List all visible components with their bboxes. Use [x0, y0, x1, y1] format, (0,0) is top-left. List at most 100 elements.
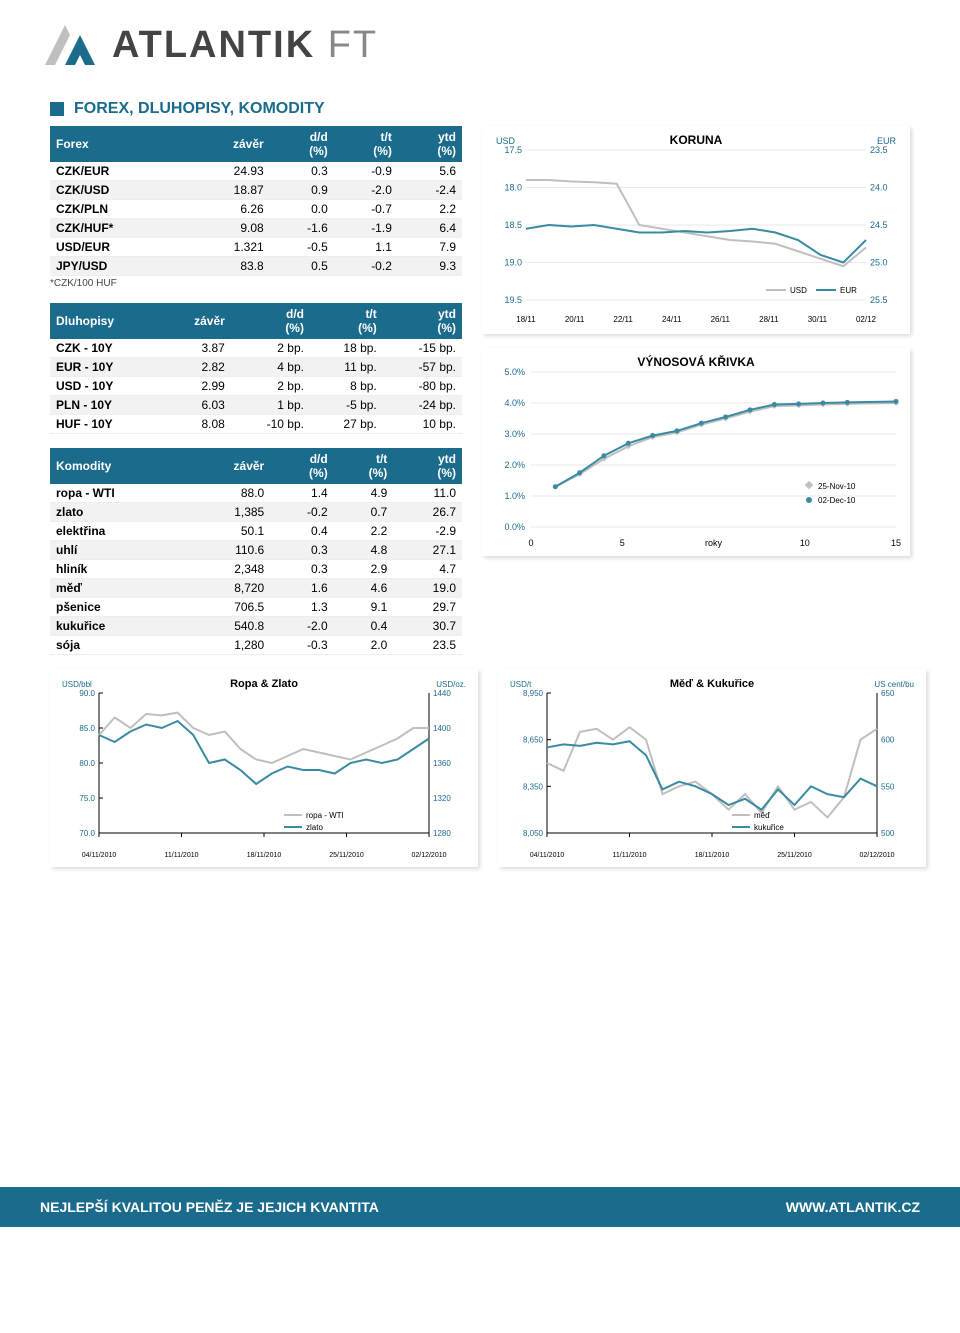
- svg-text:EUR: EUR: [840, 286, 857, 295]
- svg-text:650: 650: [881, 689, 895, 698]
- svg-text:500: 500: [881, 829, 895, 838]
- svg-text:KORUNA: KORUNA: [670, 133, 723, 147]
- svg-text:25.5: 25.5: [870, 295, 888, 305]
- svg-text:25/11/2010: 25/11/2010: [329, 852, 364, 859]
- svg-text:1.0%: 1.0%: [504, 491, 525, 501]
- svg-text:15: 15: [891, 538, 901, 548]
- svg-text:USD: USD: [790, 286, 807, 295]
- table-row: PLN - 10Y6.031 bp.-5 bp.-24 bp.: [50, 396, 462, 415]
- table-row: CZK/EUR24.930.3-0.95.6: [50, 162, 462, 181]
- table-row: měď8,7201.64.619.0: [50, 579, 462, 598]
- svg-text:18/11/2010: 18/11/2010: [247, 852, 282, 859]
- section-title: FOREX, DLUHOPISY, KOMODITY: [74, 100, 325, 118]
- svg-text:11/11/2010: 11/11/2010: [613, 852, 647, 859]
- svg-text:USD/oz.: USD/oz.: [436, 680, 466, 689]
- table-row: HUF - 10Y8.08-10 bp.27 bp.10 bp.: [50, 415, 462, 434]
- logo-icon: [40, 20, 100, 70]
- brand-suffix: FT: [328, 24, 378, 66]
- table-row: sója1,280-0.32.023.5: [50, 636, 462, 655]
- footer: NEJLEPŠÍ KVALITOU PENĚZ JE JEJICH KVANTI…: [0, 1187, 960, 1227]
- svg-text:8,350: 8,350: [523, 782, 544, 791]
- table-row: kukuřice540.8-2.00.430.7: [50, 617, 462, 636]
- forex-table: Forexzávěrd/d(%)t/t(%)ytd(%)CZK/EUR24.93…: [50, 126, 462, 276]
- svg-text:02-Dec-10: 02-Dec-10: [818, 496, 856, 505]
- svg-text:5.0%: 5.0%: [504, 367, 525, 377]
- svg-text:1440: 1440: [433, 689, 451, 698]
- table-row: uhlí110.60.34.827.1: [50, 541, 462, 560]
- section-title-row: FOREX, DLUHOPISY, KOMODITY: [0, 80, 960, 126]
- svg-text:roky: roky: [705, 538, 723, 548]
- table-row: CZK/HUF*9.08-1.6-1.96.4: [50, 219, 462, 238]
- svg-text:USD/t: USD/t: [510, 680, 532, 689]
- table-row: elektřina50.10.42.2-2.9: [50, 522, 462, 541]
- oil-gold-chart: Ropa & ZlatoUSD/bblUSD/oz.70.075.080.085…: [50, 669, 478, 867]
- table-row: hliník2,3480.32.94.7: [50, 560, 462, 579]
- svg-text:11/11/2010: 11/11/2010: [165, 852, 199, 859]
- svg-text:1400: 1400: [433, 724, 451, 733]
- bonds-table: Dluhopisyzávěrd/d(%)t/t(%)ytd(%)CZK - 10…: [50, 303, 462, 434]
- svg-text:8,650: 8,650: [523, 736, 544, 745]
- header: ATLANTIK FT: [0, 0, 960, 80]
- svg-text:ropa - WTI: ropa - WTI: [306, 811, 344, 820]
- table-row: CZK - 10Y3.872 bp.18 bp.-15 bp.: [50, 339, 462, 358]
- svg-text:28/11: 28/11: [759, 315, 779, 324]
- svg-text:25.0: 25.0: [870, 258, 888, 268]
- koruna-chart: KORUNAUSDEUR17.518.018.519.019.523.524.0…: [482, 126, 910, 334]
- svg-text:18/11/2010: 18/11/2010: [695, 852, 730, 859]
- svg-text:1280: 1280: [433, 829, 451, 838]
- svg-text:24.5: 24.5: [870, 220, 888, 230]
- copper-corn-chart: Měď & KukuřiceUSD/tUS cent/bu8,0508,3508…: [498, 669, 926, 867]
- logo-text: ATLANTIK FT: [112, 24, 378, 67]
- svg-text:19.5: 19.5: [504, 295, 522, 305]
- table-row: pšenice706.51.39.129.7: [50, 598, 462, 617]
- svg-text:8,050: 8,050: [523, 829, 544, 838]
- svg-text:19.0: 19.0: [504, 258, 522, 268]
- svg-text:3.0%: 3.0%: [504, 429, 525, 439]
- right-column: KORUNAUSDEUR17.518.018.519.019.523.524.0…: [482, 126, 910, 655]
- table-row: JPY/USD83.80.5-0.29.3: [50, 257, 462, 276]
- svg-text:8,950: 8,950: [523, 689, 544, 698]
- svg-text:5: 5: [620, 538, 625, 548]
- svg-text:30/11: 30/11: [808, 315, 828, 324]
- svg-text:20/11: 20/11: [565, 315, 585, 324]
- svg-text:80.0: 80.0: [79, 759, 95, 768]
- table-row: USD - 10Y2.992 bp.8 bp.-80 bp.: [50, 377, 462, 396]
- svg-text:kukuřice: kukuřice: [754, 823, 784, 832]
- svg-text:0: 0: [528, 538, 533, 548]
- svg-text:zlato: zlato: [306, 823, 323, 832]
- svg-text:VÝNOSOVÁ KŘIVKA: VÝNOSOVÁ KŘIVKA: [637, 354, 755, 369]
- svg-text:USD/bbl: USD/bbl: [62, 680, 92, 689]
- svg-text:18.5: 18.5: [504, 220, 522, 230]
- svg-text:Ropa & Zlato: Ropa & Zlato: [230, 678, 298, 690]
- square-bullet-icon: [50, 102, 64, 116]
- svg-text:měď: měď: [754, 811, 770, 820]
- svg-text:25/11/2010: 25/11/2010: [777, 852, 812, 859]
- svg-text:24/11: 24/11: [662, 315, 682, 324]
- svg-text:22/11: 22/11: [613, 315, 633, 324]
- svg-text:23.5: 23.5: [870, 145, 888, 155]
- svg-text:04/11/2010: 04/11/2010: [82, 852, 117, 859]
- svg-text:Měď & Kukuřice: Měď & Kukuřice: [670, 678, 754, 690]
- svg-text:02/12/2010: 02/12/2010: [411, 852, 446, 859]
- svg-text:0.0%: 0.0%: [504, 522, 525, 532]
- svg-text:04/11/2010: 04/11/2010: [530, 852, 565, 859]
- svg-text:1320: 1320: [433, 794, 451, 803]
- svg-text:90.0: 90.0: [79, 689, 95, 698]
- table-row: ropa - WTI88.01.44.911.0: [50, 484, 462, 503]
- svg-text:550: 550: [881, 782, 895, 791]
- bottom-charts-row: Ropa & ZlatoUSD/bblUSD/oz.70.075.080.085…: [0, 655, 960, 867]
- svg-text:1360: 1360: [433, 759, 451, 768]
- svg-text:02/12/2010: 02/12/2010: [859, 852, 894, 859]
- svg-text:2.0%: 2.0%: [504, 460, 525, 470]
- content-grid: Forexzávěrd/d(%)t/t(%)ytd(%)CZK/EUR24.93…: [0, 126, 960, 655]
- svg-text:25-Nov-10: 25-Nov-10: [818, 482, 856, 491]
- svg-text:4.0%: 4.0%: [504, 398, 525, 408]
- svg-text:70.0: 70.0: [79, 829, 95, 838]
- left-column: Forexzávěrd/d(%)t/t(%)ytd(%)CZK/EUR24.93…: [50, 126, 462, 655]
- table-row: EUR - 10Y2.824 bp.11 bp.-57 bp.: [50, 358, 462, 377]
- brand-name: ATLANTIK: [112, 24, 315, 66]
- svg-text:600: 600: [881, 736, 895, 745]
- commodities-table: Komodityzávěrd/d(%)t/t(%)ytd(%)ropa - WT…: [50, 448, 462, 655]
- table-row: CZK/PLN6.260.0-0.72.2: [50, 200, 462, 219]
- svg-text:26/11: 26/11: [711, 315, 731, 324]
